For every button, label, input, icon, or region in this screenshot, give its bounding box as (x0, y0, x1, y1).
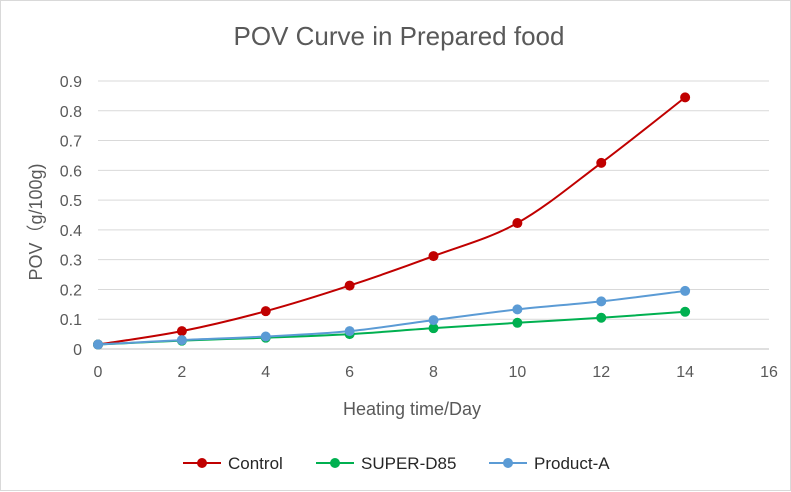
legend: Control SUPER-D85 Product-A (183, 454, 610, 473)
data-point-product-a (260, 331, 271, 342)
data-point-super-d85 (512, 317, 523, 328)
legend-marker (197, 458, 207, 468)
series-group (93, 92, 691, 350)
series-product-a (93, 285, 691, 350)
data-point-control (344, 280, 355, 291)
data-point-control (512, 218, 523, 229)
x-tick-label: 0 (94, 364, 103, 381)
chart-title: POV Curve in Prepared food (234, 21, 565, 51)
y-axis-title: POV（g/100g) (26, 163, 46, 280)
legend-marker (503, 458, 513, 468)
y-tick-label: 0.9 (60, 74, 82, 91)
x-tick-label: 10 (508, 364, 526, 381)
series-line-product-a (97, 289, 686, 346)
legend-item-product-a: Product-A (489, 454, 610, 473)
y-tick-label: 0.2 (60, 282, 82, 299)
data-point-control (260, 306, 271, 317)
data-point-control (596, 157, 607, 168)
series-control (93, 92, 691, 350)
x-tick-label: 12 (592, 364, 610, 381)
x-axis-title: Heating time/Day (343, 399, 481, 419)
data-point-super-d85 (680, 306, 691, 317)
x-tick-label: 14 (676, 364, 694, 381)
data-point-product-a (176, 335, 187, 346)
legend-marker (330, 458, 340, 468)
data-point-product-a (680, 285, 691, 296)
y-tick-label: 0 (73, 342, 82, 359)
y-tick-label: 0.4 (60, 223, 82, 240)
data-point-super-d85 (596, 312, 607, 323)
y-tick-label: 0.3 (60, 253, 82, 270)
data-point-super-d85 (428, 323, 439, 334)
legend-item-control: Control (183, 454, 283, 473)
x-tick-label: 2 (177, 364, 186, 381)
data-point-control (176, 326, 187, 337)
legend-label: SUPER-D85 (361, 454, 456, 473)
y-tick-label: 0.8 (60, 104, 82, 121)
legend-item-super-d85: SUPER-D85 (316, 454, 456, 473)
gridlines (98, 80, 769, 350)
data-point-product-a (596, 296, 607, 307)
y-tick-label: 0.6 (60, 163, 82, 180)
y-tick-labels: 0 0.1 0.2 0.3 0.4 0.5 0.6 0.7 0.8 0.9 (60, 74, 82, 359)
x-tick-label: 8 (429, 364, 438, 381)
legend-label: Control (228, 454, 283, 473)
data-point-control (428, 251, 439, 262)
x-tick-label: 6 (345, 364, 354, 381)
y-tick-label: 0.5 (60, 193, 82, 210)
y-tick-label: 0.7 (60, 134, 82, 151)
series-line-control (97, 96, 686, 346)
data-point-product-a (428, 315, 439, 326)
x-tick-labels: 0 2 4 6 8 10 12 14 16 (94, 364, 778, 381)
legend-label: Product-A (534, 454, 610, 473)
x-tick-label: 4 (261, 364, 270, 381)
y-tick-label: 0.1 (60, 312, 82, 329)
x-tick-label: 16 (760, 364, 778, 381)
data-point-product-a (512, 304, 523, 315)
data-point-product-a (93, 339, 103, 350)
data-point-product-a (344, 326, 355, 337)
data-point-control (680, 92, 691, 103)
